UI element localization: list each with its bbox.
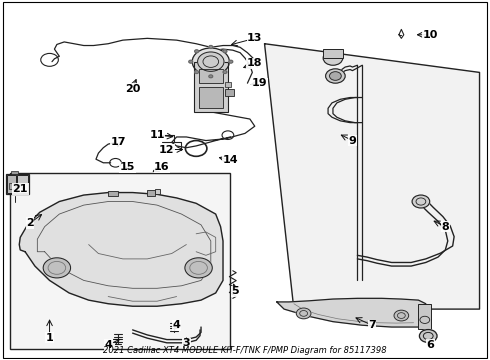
Bar: [198, 69, 223, 83]
Text: 4: 4: [172, 320, 180, 330]
Circle shape: [326, 69, 345, 83]
Bar: [11, 171, 18, 174]
Polygon shape: [19, 193, 223, 306]
Text: 18: 18: [247, 58, 263, 68]
Bar: [194, 62, 228, 112]
Bar: [5, 174, 29, 194]
Text: 9: 9: [348, 136, 356, 145]
Circle shape: [192, 48, 229, 75]
Circle shape: [195, 50, 198, 53]
Text: 7: 7: [368, 320, 376, 330]
Bar: [225, 82, 231, 87]
Circle shape: [394, 310, 409, 321]
Circle shape: [296, 308, 311, 319]
Bar: [225, 89, 234, 96]
Text: 4: 4: [104, 340, 112, 350]
Text: 21: 21: [12, 184, 28, 194]
Bar: [198, 87, 223, 108]
Text: 8: 8: [441, 222, 449, 231]
Text: 13: 13: [247, 33, 263, 43]
Polygon shape: [265, 44, 480, 309]
Text: 16: 16: [154, 162, 170, 172]
Polygon shape: [277, 298, 426, 327]
Bar: [147, 190, 155, 196]
Circle shape: [185, 258, 212, 278]
Circle shape: [223, 71, 227, 73]
Bar: [17, 175, 27, 193]
Bar: [418, 304, 431, 329]
Circle shape: [209, 45, 213, 48]
Bar: [108, 191, 118, 196]
Text: 20: 20: [125, 84, 140, 94]
Circle shape: [223, 50, 227, 53]
Text: 3: 3: [183, 338, 190, 348]
Bar: [7, 175, 16, 193]
Text: 19: 19: [252, 78, 268, 88]
Circle shape: [197, 52, 224, 71]
Text: 6: 6: [427, 340, 435, 350]
Circle shape: [323, 51, 343, 65]
Circle shape: [229, 60, 233, 63]
Circle shape: [189, 60, 193, 63]
Text: 17: 17: [110, 138, 126, 147]
Text: 5: 5: [231, 286, 239, 296]
Text: 1: 1: [46, 333, 53, 343]
Text: 2021 Cadillac XT4 MODULE KIT-F/TNK F/PMP Diagram for 85117398: 2021 Cadillac XT4 MODULE KIT-F/TNK F/PMP…: [103, 346, 387, 355]
Circle shape: [419, 329, 437, 342]
Circle shape: [209, 75, 213, 78]
Circle shape: [43, 258, 71, 278]
Bar: [155, 189, 160, 194]
Circle shape: [195, 71, 198, 73]
Bar: [10, 173, 230, 348]
Bar: [323, 49, 343, 58]
Bar: [9, 183, 15, 189]
Text: 11: 11: [149, 130, 165, 140]
Text: 10: 10: [423, 30, 439, 40]
Circle shape: [412, 195, 430, 208]
Text: 15: 15: [120, 162, 135, 172]
Text: 12: 12: [159, 144, 174, 154]
Circle shape: [330, 72, 341, 80]
Text: 2: 2: [26, 218, 34, 228]
Text: 14: 14: [222, 155, 238, 165]
